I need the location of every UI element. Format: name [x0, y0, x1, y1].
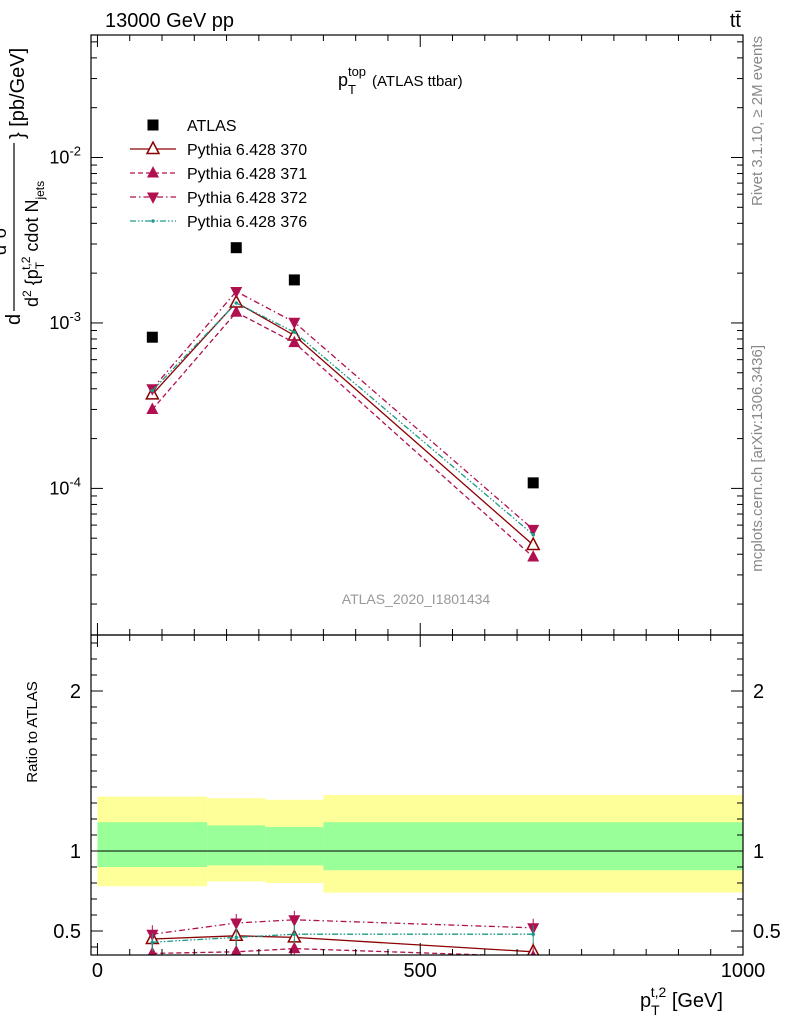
series-pythia-6-428-376 — [150, 301, 535, 537]
ratio-point — [530, 949, 536, 955]
y-tick-label-right: 1 — [753, 841, 764, 863]
ratio-point — [288, 941, 301, 954]
inner-uncertainty-band — [265, 827, 324, 866]
y-tick-label: 10-2 — [49, 143, 81, 167]
data-point — [525, 536, 541, 551]
ratio-line — [152, 919, 534, 935]
series-pythia-6-428-371 — [146, 305, 540, 562]
legend-entry: Pythia 6.428 376 — [130, 214, 307, 231]
series-atlas — [146, 242, 539, 489]
legend-label: Pythia 6.428 376 — [187, 214, 307, 231]
ratio-point — [230, 918, 243, 930]
y-label-d: d — [3, 314, 25, 325]
y-label-group: d d2σfid d2 {pTt,2 cdot Njets } [pb/GeV] — [0, 48, 47, 325]
data-point — [531, 532, 535, 537]
series-line — [151, 290, 534, 530]
data-point — [292, 330, 297, 334]
ratio-uncertainty-bands — [97, 795, 743, 893]
legend-label: Pythia 6.428 371 — [187, 166, 307, 183]
legend-entry: Pythia 6.428 372 — [130, 190, 307, 207]
ratio-series-pythia-6-428-370 — [145, 926, 540, 955]
ratio-plot-curves — [145, 910, 540, 955]
legend-marker — [147, 166, 159, 178]
data-point — [288, 317, 301, 330]
ratio-series-pythia-6-428-376 — [150, 925, 535, 952]
data-point — [230, 286, 243, 299]
ratio-point — [292, 932, 297, 936]
data-point — [527, 524, 540, 537]
data-point — [230, 305, 243, 317]
data-point — [234, 301, 238, 305]
header-process: tt̄ — [730, 10, 742, 32]
series-pythia-6-428-370 — [145, 293, 541, 551]
x-tick-label: 0 — [92, 960, 103, 982]
plot-title-text: pTtop(ATLAS ttbar) — [338, 64, 463, 97]
x-tick-label: 1000 — [721, 960, 766, 982]
ratio-point — [288, 915, 301, 927]
side-label-rivet: Rivet 3.1.10, ≥ 2M events — [749, 36, 766, 206]
ratio-line — [152, 933, 534, 943]
x-tick-label: 500 — [404, 960, 437, 982]
legend: ATLAS Pythia 6.428 370 Pythia 6.428 371 Pyt… — [130, 118, 307, 231]
main-y-axis-label: d d2σfid d2 {pTt,2 cdot Njets } [pb/GeV] — [0, 48, 47, 325]
series-line — [151, 311, 534, 558]
data-point — [146, 331, 158, 343]
inner-uncertainty-band — [323, 822, 743, 871]
series-line — [151, 301, 534, 546]
ratio-frame — [90, 634, 744, 956]
y-tick-label-right: 0.5 — [753, 921, 781, 943]
legend-label: Pythia 6.428 372 — [187, 190, 307, 207]
ratio-point — [531, 932, 535, 936]
ratio-plot-panel: 0.5 0.5 1 1 2 2 0 500 1000 Ratio to ATLAS pTt,2 … — [24, 634, 781, 1018]
y-tick-label-right: 2 — [753, 681, 764, 703]
legend-label: ATLAS — [187, 118, 237, 135]
data-point — [146, 402, 159, 414]
legend-entry: ATLAS — [147, 118, 237, 135]
y-label-unit: } [pb/GeV] — [7, 48, 29, 139]
x-axis-label: pTt,2 [GeV] — [640, 984, 723, 1018]
ratio-point — [150, 940, 155, 944]
y-tick-label-left: 1 — [70, 841, 81, 863]
plot-title: pTtop(ATLAS ttbar) — [338, 64, 463, 97]
ratio-series-pythia-6-428-371 — [147, 939, 536, 955]
y-tick-label-left: 2 — [70, 681, 81, 703]
main-plot-curves — [145, 242, 541, 562]
data-point — [527, 477, 539, 489]
ratio-line — [152, 935, 534, 953]
data-point — [230, 242, 242, 254]
y-label-numerator: d2σfid — [0, 215, 10, 256]
legend-entry: Pythia 6.428 370 — [130, 140, 307, 159]
legend-marker — [145, 140, 161, 155]
ratio-point — [234, 935, 238, 940]
ratio-y-axis-label: Ratio to ATLAS — [24, 681, 41, 782]
legend-entry: Pythia 6.428 371 — [130, 166, 307, 183]
side-label-mcplots: mcplots.cern.ch [arXiv:1306.3436] — [749, 345, 766, 572]
legend-marker — [147, 192, 159, 204]
legend-label: Pythia 6.428 370 — [187, 142, 307, 159]
header-energy: 13000 GeV pp — [105, 10, 234, 32]
ratio-point — [230, 944, 242, 955]
series-line — [151, 302, 534, 536]
data-point — [288, 274, 300, 286]
analysis-label: ATLAS_2020_I1801434 — [342, 591, 491, 607]
data-point — [288, 335, 301, 348]
data-point — [527, 550, 540, 562]
data-point — [150, 388, 155, 393]
y-label-denominator: d2 {pTt,2 cdot Njets — [19, 181, 47, 307]
main-plot-panel: 10-4 10-3 10-2 ATLAS Pythia 6.428 370 Pythia… — [0, 34, 744, 636]
y-tick-label: 10-4 — [49, 474, 81, 498]
ratio-curves-clipped — [145, 910, 540, 955]
ratio-series-pythia-6-428-372 — [146, 910, 540, 944]
inner-uncertainty-band — [97, 822, 208, 867]
ratio-plot-axes: 0.5 0.5 1 1 2 2 0 500 1000 — [53, 634, 781, 982]
legend-marker — [151, 219, 155, 223]
y-tick-label: 10-3 — [49, 309, 81, 333]
y-tick-label-left: 0.5 — [53, 921, 81, 943]
legend-marker — [147, 119, 159, 131]
inner-uncertainty-band — [207, 825, 266, 866]
x-axis-label-text: pTt,2 [GeV] — [640, 984, 723, 1018]
